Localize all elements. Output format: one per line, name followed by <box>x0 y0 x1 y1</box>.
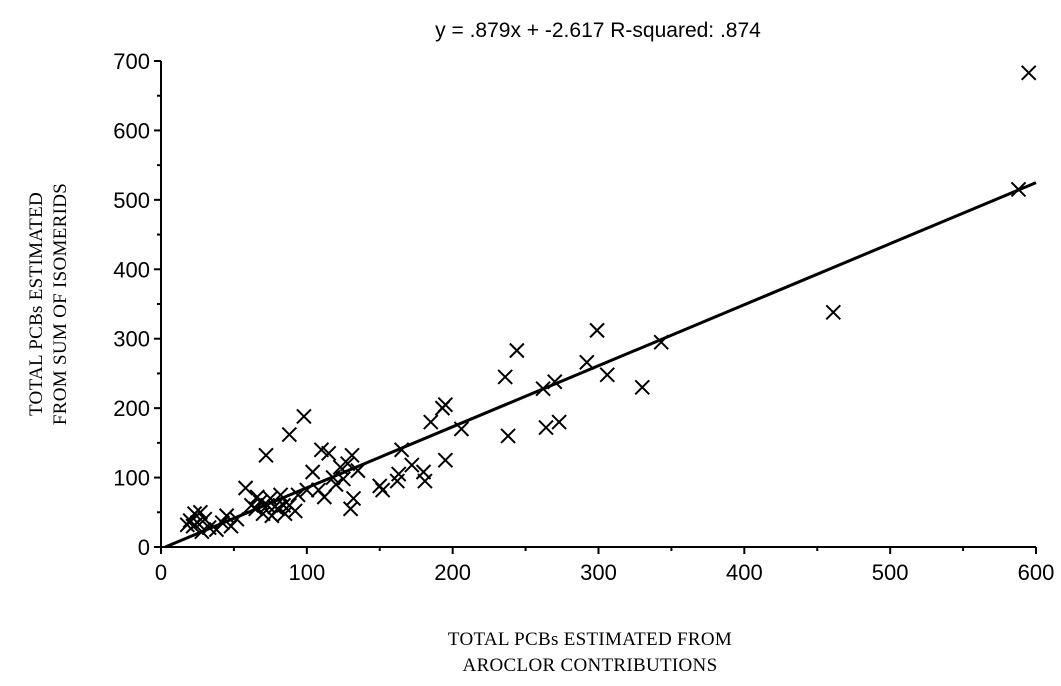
data-point <box>281 426 298 443</box>
data-point <box>391 466 407 482</box>
data-point <box>287 503 303 519</box>
y-tick-label: 300 <box>113 327 150 352</box>
data-point <box>453 421 470 437</box>
data-point <box>249 489 265 505</box>
data-point <box>290 487 306 503</box>
y-tick-label: 100 <box>113 466 150 491</box>
data-point <box>258 447 274 464</box>
data-point <box>335 471 351 487</box>
x-axis-label-line-1: TOTAL PCBs ESTIMATED FROM <box>448 629 732 650</box>
x-axis-label-line-2: AROCLOR CONTRIBUTIONS <box>463 655 718 676</box>
data-point <box>437 452 454 468</box>
y-tick-label: 0 <box>138 535 150 560</box>
data-point <box>497 369 513 385</box>
data-point <box>509 342 525 359</box>
axes <box>160 61 1036 548</box>
data-point <box>374 482 391 498</box>
data-point <box>194 524 210 540</box>
data-point <box>345 490 362 507</box>
data-point <box>634 379 650 396</box>
x-tick-label: 500 <box>872 560 909 585</box>
x-tick-label: 400 <box>726 560 763 585</box>
chart-title: y = .879x + -2.617 R-squared: .874 <box>435 19 761 42</box>
data-point <box>277 505 293 522</box>
data-point <box>218 508 235 524</box>
data-point <box>589 322 605 339</box>
data-point <box>653 334 669 350</box>
data-point <box>404 457 420 473</box>
data-point <box>214 514 230 531</box>
data-point <box>321 445 337 461</box>
x-tick-label: 100 <box>288 560 325 585</box>
data-point <box>500 428 516 444</box>
ticks: 0 100 200 300 400 500 600 0 100 200 300 400 500 600 70… <box>113 49 1054 585</box>
data-point <box>599 367 615 383</box>
data-point <box>262 490 279 507</box>
data-point <box>229 511 245 527</box>
x-tick-label: 0 <box>155 560 167 585</box>
y-tick-label: 600 <box>113 118 150 143</box>
data-point <box>332 459 349 475</box>
x-tick-label: 600 <box>1018 560 1055 585</box>
data-point <box>313 442 330 458</box>
data-point <box>825 304 841 321</box>
data-point <box>328 476 344 493</box>
data-point <box>296 408 312 425</box>
data-point <box>350 462 366 479</box>
data-point <box>1021 65 1037 81</box>
data-point <box>579 354 595 371</box>
data-point <box>535 380 551 397</box>
data-point <box>186 505 203 522</box>
data-point <box>192 504 209 520</box>
data-point <box>423 414 439 430</box>
x-tick-label: 200 <box>434 560 471 585</box>
data-point <box>339 455 356 472</box>
data-point <box>344 447 360 464</box>
y-axis-label-line-1: TOTAL PCBs ESTIMATED <box>26 192 47 416</box>
data-point <box>255 505 271 522</box>
y-axis-label: TOTAL PCBs ESTIMATED FROM SUM OF ISOMERI… <box>26 183 71 425</box>
data-point <box>342 501 359 517</box>
data-point <box>1010 181 1027 198</box>
data-point <box>437 396 454 413</box>
y-tick-label: 200 <box>113 396 150 421</box>
data-point <box>547 374 563 390</box>
data-point <box>417 473 433 489</box>
data-point <box>538 419 554 436</box>
x-tick-label: 300 <box>580 560 617 585</box>
y-tick-label: 500 <box>113 188 150 213</box>
data-point <box>551 414 567 430</box>
data-point <box>252 494 268 510</box>
data-point <box>304 464 321 480</box>
data-point <box>272 487 289 503</box>
data-points <box>179 65 1037 540</box>
y-axis-label-line-2: FROM SUM OF ISOMERIDS <box>50 183 71 425</box>
data-point <box>316 489 333 505</box>
y-tick-label: 700 <box>113 49 150 74</box>
data-point <box>237 480 254 496</box>
data-point <box>393 442 410 458</box>
data-point <box>189 514 206 531</box>
y-tick-label: 400 <box>113 257 150 282</box>
data-point <box>299 482 315 498</box>
